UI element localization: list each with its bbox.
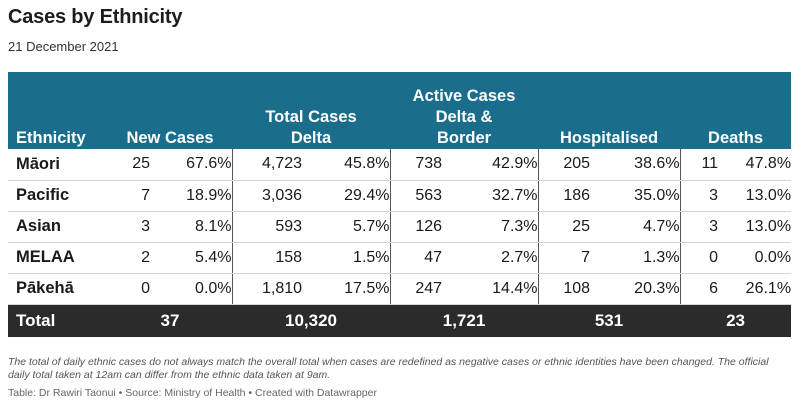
col-header-total-line2: Delta <box>290 129 332 147</box>
cell-deaths-count: 11 <box>680 149 719 181</box>
total-hospitalised: 531 <box>594 310 624 330</box>
cell-active-percent: 32.7% <box>442 180 539 212</box>
total-active-cases: 1,721 <box>442 310 486 330</box>
total-deaths: 23 <box>726 310 745 330</box>
cell-deaths-count: 3 <box>680 211 719 243</box>
footnote: The total of daily ethnic cases do not a… <box>8 356 769 381</box>
col-header-deaths: Deaths <box>680 72 791 149</box>
table-row: Pacific 7 18.9% 3,036 29.4% 563 32.7% 18… <box>8 180 792 212</box>
col-header-ethnicity: Ethnicity <box>16 129 86 147</box>
table-row: MELAA 2 5.4% 158 1.5% 47 2.7% 7 1.3% 0 0… <box>8 242 792 274</box>
cell-ethnicity: Pacific <box>8 180 108 212</box>
col-header-total-cases: Total Cases Delta <box>232 72 390 149</box>
total-row: Total 37 10,320 1,721 531 23 <box>8 304 792 337</box>
cell-new-percent: 0.0% <box>150 273 233 305</box>
col-header-hospitalised: Hospitalised <box>538 72 680 149</box>
cell-active-percent: 2.7% <box>442 242 539 274</box>
cell-active-count: 563 <box>390 180 443 212</box>
cell-new-count: 2 <box>108 242 150 274</box>
source-credit: Table: Dr Rawiri Taonui • Source: Minist… <box>8 387 377 399</box>
cell-total-percent: 29.4% <box>302 180 391 212</box>
cell-deaths-percent: 26.1% <box>718 273 792 305</box>
cell-new-percent: 5.4% <box>150 242 233 274</box>
col-header-active-line3: Border <box>436 129 492 147</box>
cell-total-percent: 45.8% <box>302 149 391 181</box>
cell-deaths-percent: 13.0% <box>718 211 792 243</box>
cell-hosp-percent: 1.3% <box>590 242 681 274</box>
cell-total-count: 593 <box>232 211 303 243</box>
page-subtitle: 21 December 2021 <box>8 39 119 54</box>
col-header-new-cases: New Cases <box>108 72 232 149</box>
table-row: Māori 25 67.6% 4,723 45.8% 738 42.9% 205… <box>8 149 792 181</box>
table-row: Pākehā 0 0.0% 1,810 17.5% 247 14.4% 108 … <box>8 273 792 305</box>
total-new-cases: 37 <box>160 310 180 330</box>
cell-deaths-count: 6 <box>680 273 719 305</box>
cell-deaths-percent: 13.0% <box>718 180 792 212</box>
cell-hosp-count: 7 <box>538 242 591 274</box>
col-header-active-line1: Active Cases <box>412 87 516 105</box>
cell-new-percent: 8.1% <box>150 211 233 243</box>
cell-new-count: 3 <box>108 211 150 243</box>
cell-deaths-percent: 47.8% <box>718 149 792 181</box>
cell-hosp-percent: 4.7% <box>590 211 681 243</box>
cell-active-count: 738 <box>390 149 443 181</box>
cell-hosp-count: 108 <box>538 273 591 305</box>
cell-total-count: 4,723 <box>232 149 303 181</box>
table-header-row: Ethnicity New Cases Total Cases Delta Act… <box>8 72 792 149</box>
cell-hosp-percent: 20.3% <box>590 273 681 305</box>
col-header-active-cases: Active Cases Delta & Border <box>390 72 538 149</box>
cell-ethnicity: MELAA <box>8 242 108 274</box>
cell-total-percent: 17.5% <box>302 273 391 305</box>
cell-active-count: 126 <box>390 211 443 243</box>
cell-deaths-count: 3 <box>680 180 719 212</box>
cell-active-count: 247 <box>390 273 443 305</box>
cell-total-count: 158 <box>232 242 303 274</box>
col-header-total-line1: Total Cases <box>265 108 357 126</box>
cell-hosp-count: 205 <box>538 149 591 181</box>
cell-active-percent: 14.4% <box>442 273 539 305</box>
page-title: Cases by Ethnicity <box>8 6 183 28</box>
total-label: Total <box>16 310 56 330</box>
ethnicity-table: Ethnicity New Cases Total Cases Delta Act… <box>8 72 792 337</box>
cell-hosp-percent: 35.0% <box>590 180 681 212</box>
col-header-active-line2: Delta & <box>435 108 493 126</box>
col-header-deaths-label: Deaths <box>708 129 764 147</box>
cell-ethnicity: Asian <box>8 211 108 243</box>
col-header-hospitalised-label: Hospitalised <box>559 129 659 147</box>
col-header-new-cases-label: New Cases <box>126 129 214 147</box>
cell-hosp-percent: 38.6% <box>590 149 681 181</box>
cell-active-count: 47 <box>390 242 443 274</box>
total-total-cases: 10,320 <box>285 310 338 330</box>
table-row: Asian 3 8.1% 593 5.7% 126 7.3% 25 4.7% 3… <box>8 211 792 243</box>
cell-deaths-count: 0 <box>680 242 719 274</box>
cell-active-percent: 42.9% <box>442 149 539 181</box>
cell-total-count: 1,810 <box>232 273 303 305</box>
cell-hosp-count: 25 <box>538 211 591 243</box>
cell-new-percent: 67.6% <box>150 149 233 181</box>
cell-active-percent: 7.3% <box>442 211 539 243</box>
cell-deaths-percent: 0.0% <box>718 242 792 274</box>
cell-total-percent: 1.5% <box>302 242 391 274</box>
cell-hosp-count: 186 <box>538 180 591 212</box>
cell-new-percent: 18.9% <box>150 180 233 212</box>
cell-ethnicity: Māori <box>8 149 108 181</box>
cell-new-count: 0 <box>108 273 150 305</box>
cell-new-count: 25 <box>108 149 150 181</box>
cell-ethnicity: Pākehā <box>8 273 108 305</box>
cell-new-count: 7 <box>108 180 150 212</box>
cell-total-percent: 5.7% <box>302 211 391 243</box>
cell-total-count: 3,036 <box>232 180 303 212</box>
